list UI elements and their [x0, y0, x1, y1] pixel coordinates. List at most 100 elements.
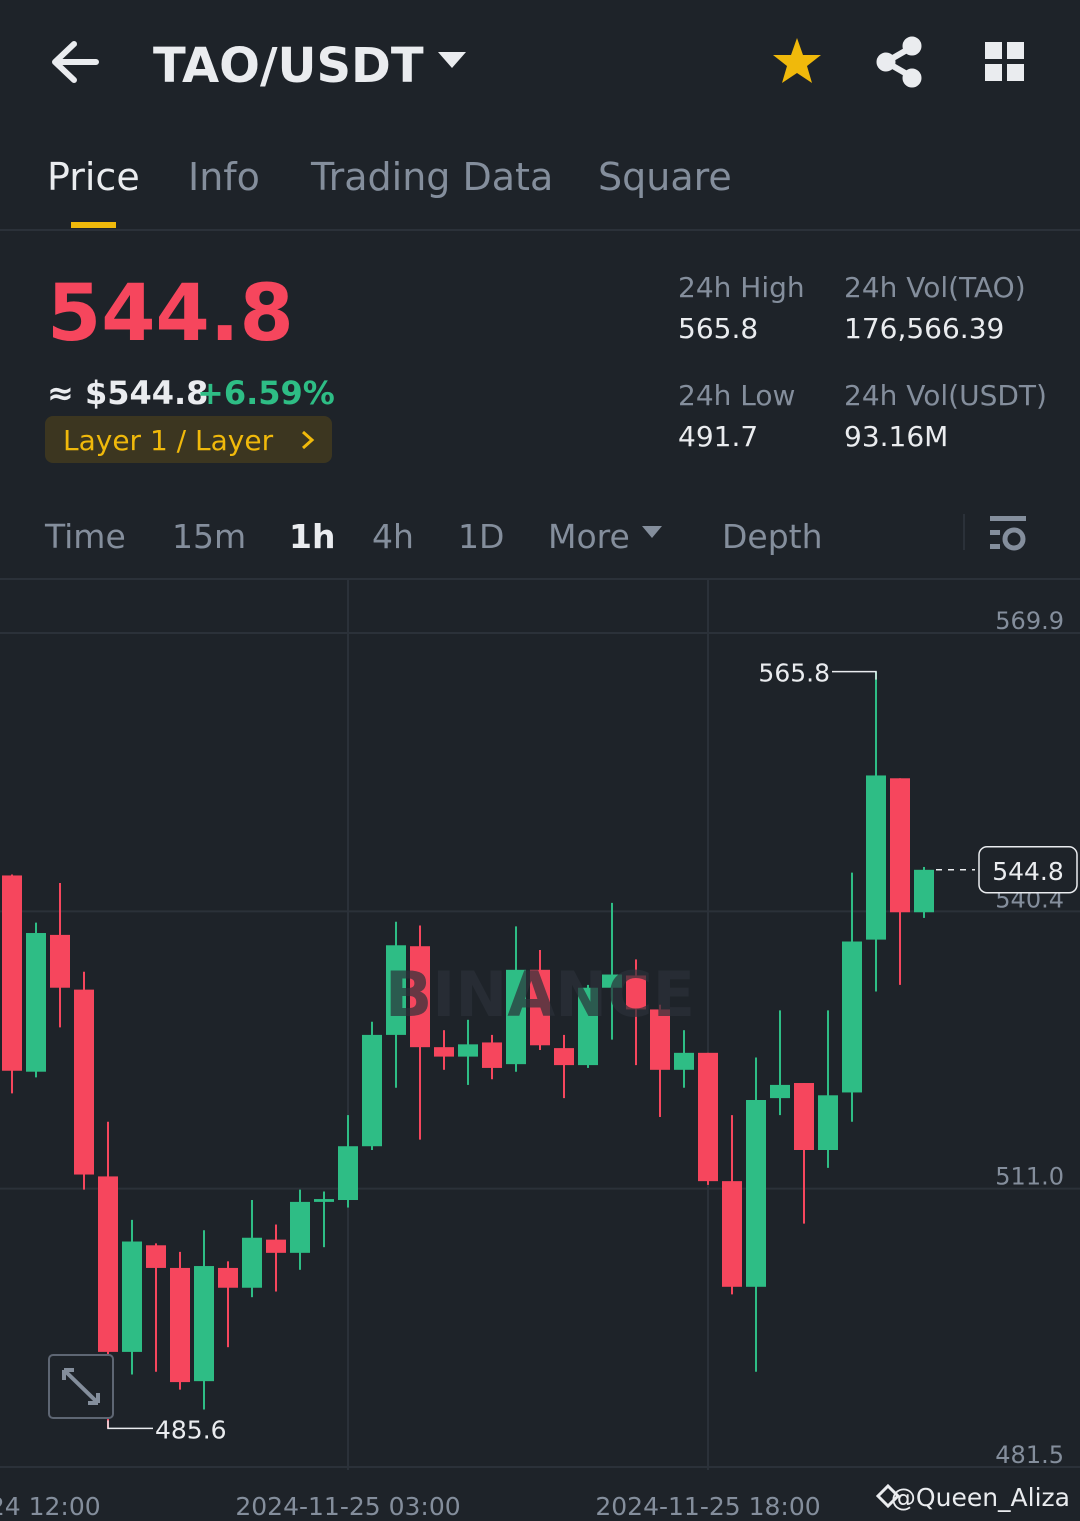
tag-text: Layer 1 / Layer — [63, 424, 274, 457]
watermark: BINANCE — [385, 958, 695, 1031]
candle-body — [338, 1146, 358, 1201]
tag-background — [45, 416, 332, 463]
candle-body — [770, 1084, 790, 1099]
low-leader — [107, 1420, 153, 1430]
sector-tag[interactable]: Layer 1 / Layer — [45, 416, 332, 463]
pair-title[interactable]: TAO/USDT — [153, 38, 424, 94]
candle-body — [722, 1181, 742, 1287]
candle-body — [362, 1034, 382, 1147]
candle-body — [434, 1047, 454, 1057]
interval[interactable]: 1D — [458, 517, 504, 556]
grid-square — [1007, 64, 1024, 81]
last-price: 544.8 — [47, 269, 294, 359]
share-dot — [876, 52, 896, 72]
usd-price: ≈ $544.8 — [47, 374, 208, 412]
divider — [0, 229, 1080, 231]
stat-label: 24h Vol(USDT) — [844, 379, 1047, 412]
interval[interactable]: Time — [44, 517, 126, 556]
low-label: 485.6 — [155, 1415, 227, 1444]
pair-caret[interactable] — [438, 52, 466, 68]
candle-body — [26, 933, 46, 1072]
y-tick-label: 511.0 — [995, 1163, 1064, 1191]
stat-value: 176,566.39 — [844, 312, 1004, 345]
settings-bar — [990, 530, 1000, 535]
candle-body — [554, 1048, 574, 1066]
share-dot — [902, 36, 922, 56]
interval[interactable]: 15m — [172, 517, 246, 556]
stat-value: 93.16M — [844, 420, 948, 453]
tab-trading-data[interactable]: Trading Data — [310, 155, 553, 199]
candle-body — [146, 1245, 166, 1268]
more-caret[interactable] — [642, 526, 662, 538]
candle-body — [242, 1237, 262, 1288]
candle-body — [170, 1267, 190, 1383]
candle-body — [506, 969, 526, 1065]
tab-price[interactable]: Price — [47, 155, 140, 199]
candle-body — [794, 1083, 814, 1151]
candle-body — [74, 989, 94, 1175]
candle-body — [266, 1239, 286, 1253]
fullscreen-button[interactable] — [48, 1354, 114, 1419]
back-arrow — [52, 41, 99, 83]
high-label: 565.8 — [758, 659, 830, 688]
tab-square[interactable]: Square — [598, 155, 732, 199]
grid-square — [985, 42, 1002, 59]
candle-body — [290, 1201, 310, 1253]
interval[interactable]: 4h — [372, 517, 414, 556]
last-price-tag: 544.8 — [992, 857, 1064, 886]
tab-info[interactable]: Info — [188, 155, 260, 199]
favorite-star[interactable] — [773, 38, 821, 83]
interval-active[interactable]: 1h — [289, 517, 335, 556]
tab-indicator — [71, 222, 116, 228]
candle-body — [914, 869, 934, 913]
candle-body — [530, 969, 550, 1046]
y-tick-label: 569.9 — [995, 607, 1064, 635]
fullscreen-arrows — [62, 1368, 100, 1405]
candle-body — [602, 974, 622, 988]
candle-body — [818, 1095, 838, 1151]
share-button[interactable] — [876, 36, 922, 88]
settings-bar — [990, 516, 1026, 521]
candle-body — [218, 1267, 238, 1288]
share-dot — [902, 68, 922, 88]
back-button[interactable] — [52, 41, 99, 83]
candle-body — [578, 987, 598, 1066]
candle-body — [866, 775, 886, 940]
candle-body — [458, 1044, 478, 1057]
candle-body — [746, 1100, 766, 1287]
candle-body — [890, 778, 910, 913]
grid-menu[interactable] — [985, 42, 1024, 81]
stat-label: 24h High — [678, 271, 805, 304]
candle-body — [698, 1052, 718, 1182]
interval-depth[interactable]: Depth — [722, 517, 823, 556]
chart-settings[interactable] — [990, 516, 1026, 551]
candle-body — [386, 945, 406, 1035]
candle-body — [650, 1009, 670, 1070]
stat-value: 491.7 — [678, 420, 758, 453]
x-tick-label: 2024-11-25 03:00 — [235, 1492, 460, 1521]
candle-body — [122, 1241, 142, 1352]
candle-body — [2, 875, 22, 1071]
settings-gear — [1002, 527, 1026, 551]
last-price-box — [978, 846, 1078, 894]
price-change: +6.59% — [197, 374, 335, 412]
candle-body — [98, 1176, 118, 1352]
candle-body — [410, 946, 430, 1048]
stat-label: 24h Vol(TAO) — [844, 271, 1026, 304]
candle-body — [674, 1052, 694, 1070]
grid-square — [1007, 42, 1024, 59]
candle-body — [314, 1199, 334, 1202]
candle-body — [482, 1042, 502, 1068]
stat-label: 24h Low — [678, 379, 795, 412]
candle-body — [50, 934, 70, 988]
x-tick-label: 2024-11-24 12:00 — [0, 1492, 101, 1521]
tag-chevron — [302, 430, 315, 450]
grid-square — [985, 64, 1002, 81]
stat-value: 565.8 — [678, 312, 758, 345]
y-tick-label: 481.5 — [995, 1441, 1064, 1469]
interval-more[interactable]: More — [548, 517, 630, 556]
